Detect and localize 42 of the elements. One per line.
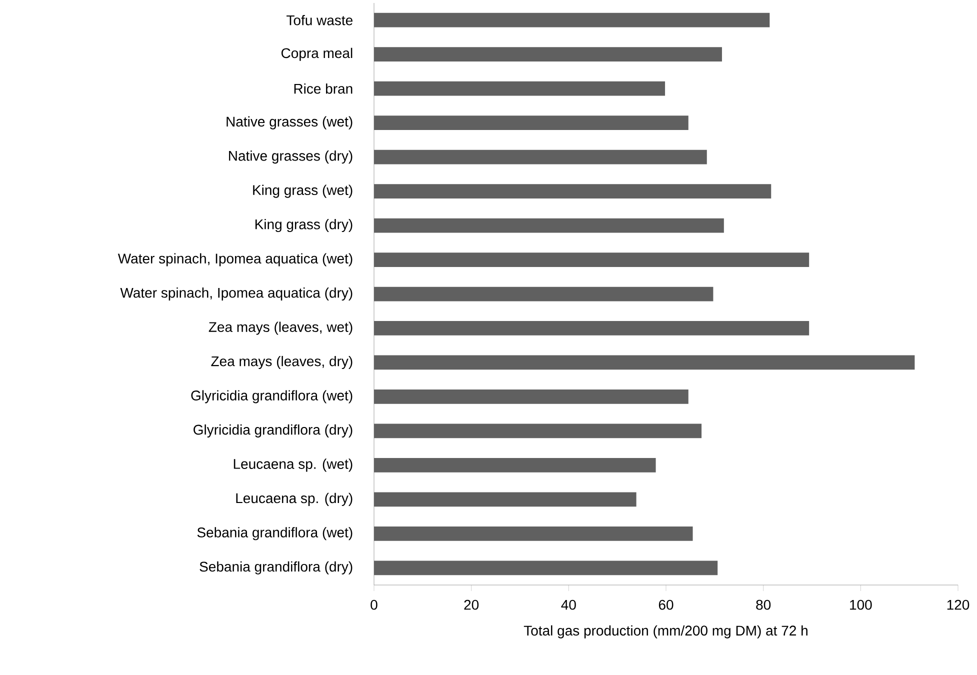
bar [374,81,666,96]
y-tick-label: Glyricidia grandiflora (wet) [191,390,352,404]
y-tick-label: Tofu waste [286,14,353,26]
bar [374,116,688,130]
bar [374,47,722,62]
bar [374,184,772,198]
y-tick-label: Water spinach, Ipomea aquatica (wet) [118,253,352,266]
y-tick-label: Rice bran [294,83,352,94]
bar [374,218,724,233]
x-axis-title: Total gas production (mm/200 mg DM) at 72 h [524,625,808,638]
bar [374,458,656,472]
bar [374,390,688,404]
y-tick-label: Glyricidia grandiflora (dry) [194,424,352,438]
y-tick-label: Water spinach, Ipomea aquatica (dry) [120,287,352,301]
bar [374,424,702,438]
x-tick-label: 40 [561,600,576,610]
bar [374,560,718,576]
x-tick-label: 100 [850,600,872,610]
y-tick-label: Copra meal [281,48,352,61]
y-tick-label: Native grasses (wet) [226,116,352,130]
x-tick-label: 0 [370,600,378,610]
y-tick-label: Sebania grandiflora (wet) [197,527,352,540]
bar [374,150,707,164]
bar [374,492,636,507]
bar [374,321,810,336]
x-tick-label: 60 [658,600,674,610]
bar [374,526,693,541]
bar [374,355,915,370]
x-tick-label: 120 [947,600,970,610]
bar [374,252,810,267]
y-tick-label: Sebania grandiflora (dry) [200,561,352,574]
y-tick-label: Leucaena sp. (dry) [236,492,352,506]
y-tick-label: Zea mays (leaves, dry) [211,356,352,369]
y-tick-label: King grass (wet) [253,184,352,198]
y-tick-label: King grass (dry) [255,219,352,232]
x-tick-label: 80 [756,600,771,610]
x-tick-label: 20 [464,600,479,610]
y-tick-label: Native grasses (dry) [229,150,352,164]
y-tick-label: Zea mays (leaves, wet) [208,322,352,335]
bar [374,286,714,302]
bar [374,12,770,28]
y-tick-label: Leucaena sp. (wet) [234,458,352,472]
